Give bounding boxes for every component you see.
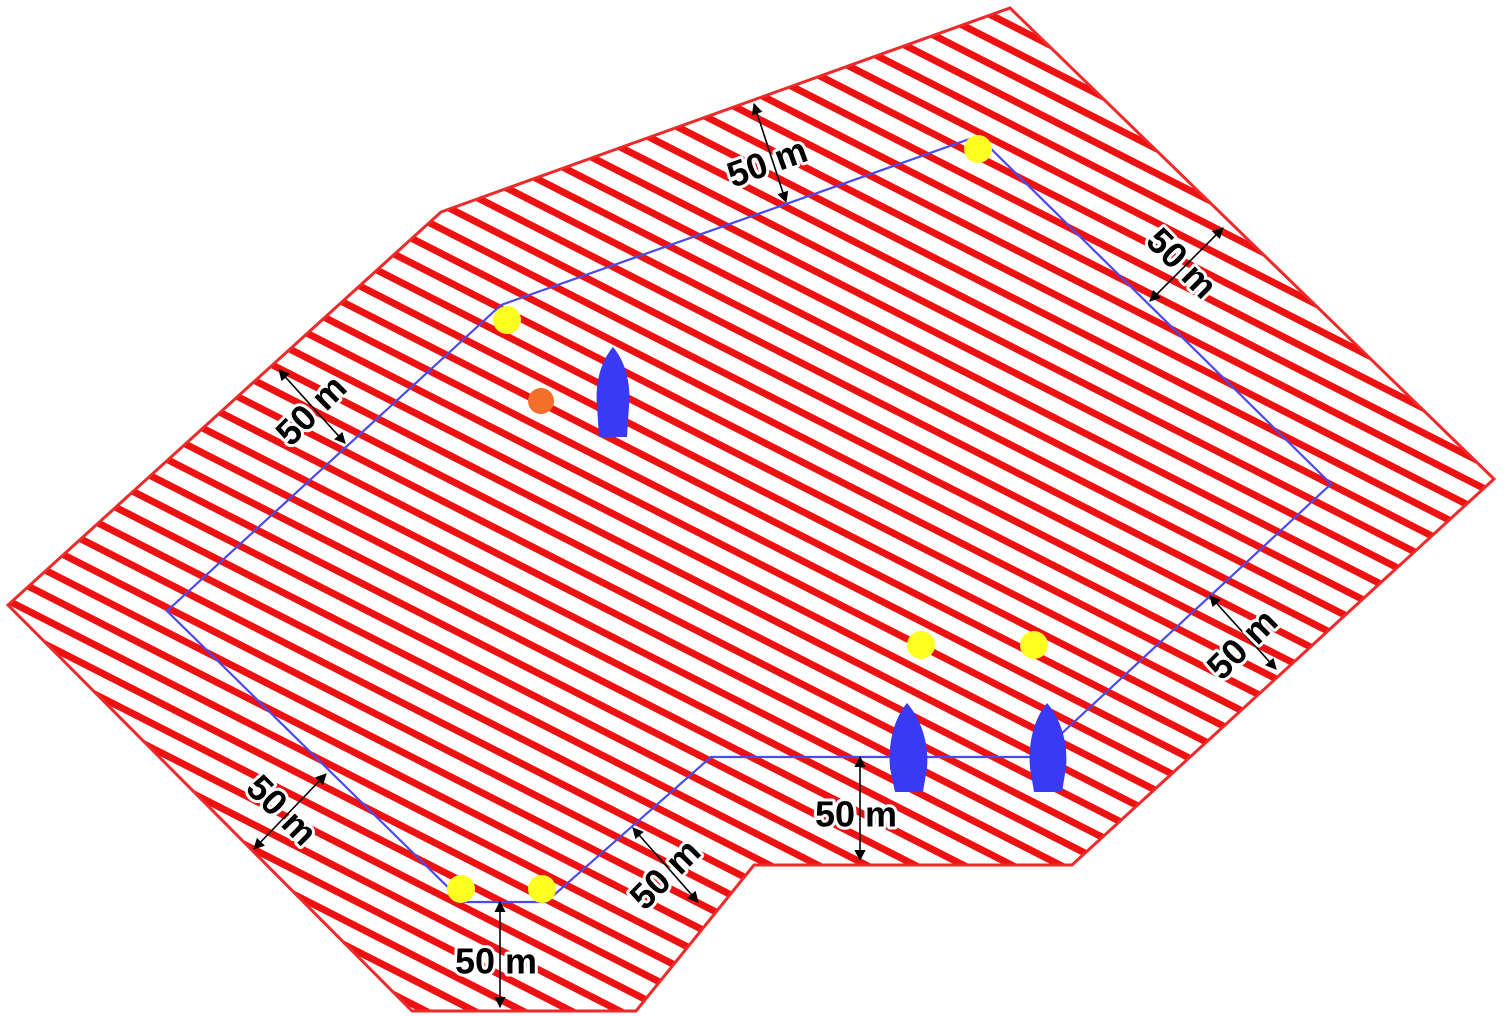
- boat-hull-icon: [1029, 703, 1067, 792]
- buoys: [447, 135, 1048, 903]
- yellow-buoy: [493, 306, 521, 334]
- dimension-arrow-bottom-diagonal: [632, 827, 699, 903]
- orange-buoy: [528, 388, 554, 414]
- yellow-buoy: [907, 631, 935, 659]
- dimension-label-bottom-middle: 50 m: [815, 794, 897, 835]
- yellow-buoy: [964, 135, 992, 163]
- boat-hull-icon: [596, 347, 630, 437]
- dimension-arrows: [253, 102, 1277, 1009]
- yellow-buoy: [1020, 631, 1048, 659]
- dimension-arrow-top: [751, 102, 789, 204]
- dimension-arrow-right: [1209, 595, 1277, 670]
- boats: [596, 347, 1067, 792]
- boat-hull-icon: [889, 703, 928, 792]
- safety-zone: [5, 6, 1497, 1013]
- dimension-arrow-left-lower: [253, 773, 327, 850]
- dimension-arrow-upper-right: [1149, 227, 1224, 302]
- dimension-label-bottom: 50 m: [455, 941, 537, 982]
- yellow-buoy: [447, 875, 475, 903]
- yellow-buoy: [528, 875, 556, 903]
- dimension-arrow-left-upper: [278, 369, 346, 444]
